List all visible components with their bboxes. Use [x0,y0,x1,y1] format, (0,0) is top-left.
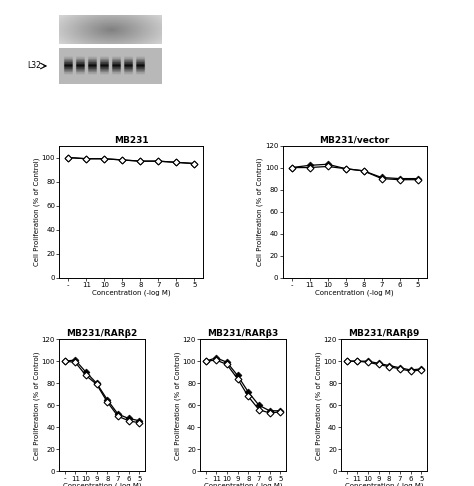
Title: MB231/RARβ2: MB231/RARβ2 [66,330,137,338]
X-axis label: Concentration (-log M): Concentration (-log M) [345,483,423,486]
Title: MB231/RARβ3: MB231/RARβ3 [207,330,279,338]
X-axis label: Concentration (-log M): Concentration (-log M) [92,289,171,296]
Y-axis label: Cell Proliferation (% of Control): Cell Proliferation (% of Control) [174,351,181,459]
Title: MB231: MB231 [114,136,148,145]
Y-axis label: Cell Proliferation (% of Control): Cell Proliferation (% of Control) [316,351,322,459]
Title: MB231/vector: MB231/vector [319,136,390,145]
X-axis label: Concentration (-log M): Concentration (-log M) [63,483,141,486]
Y-axis label: Cell Proliferation (% of Control): Cell Proliferation (% of Control) [34,351,40,459]
Y-axis label: Cell Proliferation (% of Control): Cell Proliferation (% of Control) [257,157,264,266]
Text: L32: L32 [27,62,41,70]
Y-axis label: Cell Proliferation (% of Control): Cell Proliferation (% of Control) [34,157,40,266]
Title: MB231/RARβ9: MB231/RARβ9 [348,330,419,338]
X-axis label: Concentration (-log M): Concentration (-log M) [315,289,394,296]
X-axis label: Concentration (-log M): Concentration (-log M) [204,483,282,486]
